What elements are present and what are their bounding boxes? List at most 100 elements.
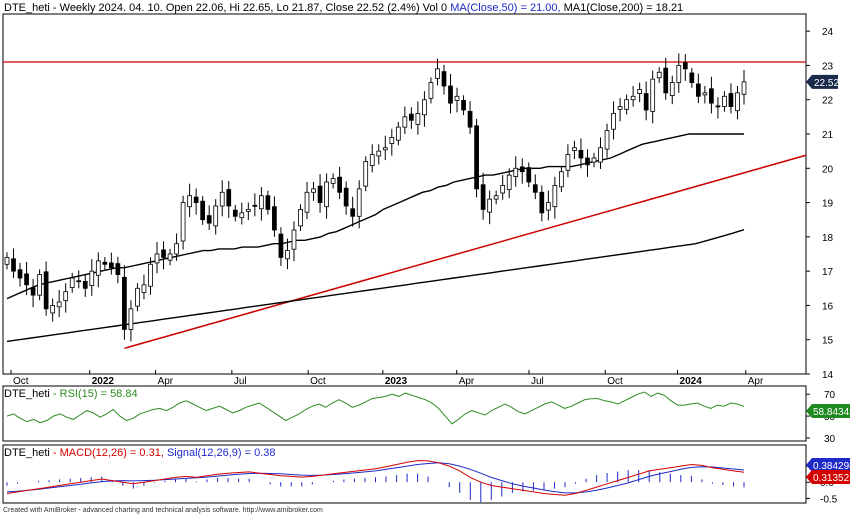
candle [272, 196, 277, 237]
price-y-tick-label: 23 [822, 61, 834, 72]
candle-body [232, 209, 238, 217]
candle-body [630, 95, 636, 101]
price-y-tick-label: 16 [822, 301, 834, 312]
candle [213, 199, 219, 235]
candle-body [656, 71, 662, 79]
rsi-header-symbol: DTE_heti [4, 388, 50, 400]
candle [448, 74, 453, 114]
candle [11, 248, 16, 278]
candle-body [617, 106, 623, 110]
candle [604, 123, 610, 158]
candle-body [24, 273, 29, 286]
candle-body [43, 271, 49, 310]
rsi-y-tick-label: 70 [824, 390, 836, 401]
candle-body [532, 184, 538, 193]
macd-plot-area [2, 444, 807, 504]
candle [709, 76, 714, 114]
candle-body [526, 167, 532, 183]
footer-credit: Created with AmiBroker - advanced charti… [3, 507, 323, 514]
candle-body [474, 125, 479, 190]
candle-body [539, 191, 545, 214]
candle [493, 190, 499, 205]
candle [500, 175, 506, 200]
candle-body [682, 62, 688, 70]
candle-body [519, 166, 525, 173]
rsi-line [6, 391, 745, 425]
macd-panel: -0.50.00.5 DTE_heti - MACD(12,26) = 0.31… [2, 444, 850, 505]
candle-body [350, 208, 356, 217]
candle-body [141, 284, 147, 293]
candle-body [428, 82, 434, 99]
price-x-tick-label: Apr [748, 376, 764, 387]
candle-body [441, 71, 447, 87]
candle [728, 83, 734, 114]
candle-body [180, 202, 186, 242]
candle-body [330, 178, 336, 184]
candle-body [128, 308, 134, 330]
candle-body [311, 188, 316, 193]
rsi-header-label: - RSI(15) = 58.84 [50, 388, 138, 400]
price-x-tick-label: Apr [459, 376, 475, 387]
candle [245, 202, 251, 221]
candle [598, 137, 603, 169]
rsi-plot-area [2, 385, 807, 442]
price-y-axis: 14 15 16 17 18 19 20 21 22 23 24 [806, 27, 834, 381]
candle-body [291, 229, 297, 250]
candle-body [206, 215, 212, 224]
candle [682, 54, 688, 81]
candle-body [50, 305, 56, 314]
candle-body [239, 212, 245, 219]
candle-body [356, 188, 362, 217]
candle-body [161, 249, 166, 258]
price-x-axis: Oct 2022 Apr Jul Oct 2023 Apr Jul Oct 2024 Apr [10, 370, 764, 387]
candle [487, 190, 492, 225]
candle-body [122, 276, 127, 330]
candle-body [317, 185, 323, 203]
candle-body [252, 204, 258, 207]
candle-body [715, 105, 721, 108]
candle [356, 180, 362, 229]
candle-body [422, 99, 427, 116]
candle-body [650, 78, 656, 112]
candle-body [17, 269, 23, 279]
candle-body [324, 181, 329, 208]
candle-body [663, 67, 669, 94]
candle [56, 290, 62, 318]
candle-body [135, 287, 140, 307]
price-x-tick-label: 2023 [385, 376, 408, 387]
rsi-badge: 58.8434 [806, 404, 850, 418]
candle-body [709, 88, 714, 104]
candle-body [545, 202, 551, 211]
candle [324, 173, 329, 219]
candle-body [226, 189, 232, 207]
macd-histogram [6, 470, 745, 503]
candle [689, 67, 695, 88]
candle [611, 101, 616, 140]
candle [128, 300, 134, 342]
candle [630, 86, 636, 107]
candle-body [402, 116, 408, 128]
candle-body [108, 262, 114, 269]
candle-body [298, 209, 303, 227]
price-y-tick-label: 19 [822, 199, 834, 210]
candle [148, 257, 153, 295]
rsi-y-tick-label: 30 [824, 434, 836, 445]
candle [304, 182, 310, 220]
candle [141, 274, 147, 300]
candle [37, 269, 42, 301]
candle-body [702, 92, 708, 96]
candle [337, 166, 342, 200]
candle-body [395, 126, 401, 141]
candle [519, 158, 525, 184]
candle [624, 94, 629, 115]
candle-body [115, 263, 121, 275]
candle-body [63, 291, 69, 302]
candle-body [76, 280, 82, 283]
candle-body [480, 184, 486, 210]
candle [239, 202, 245, 225]
candle-body [245, 209, 251, 212]
price-x-tick-label: Oct [13, 376, 29, 387]
candle [193, 188, 199, 215]
candle [259, 187, 264, 221]
